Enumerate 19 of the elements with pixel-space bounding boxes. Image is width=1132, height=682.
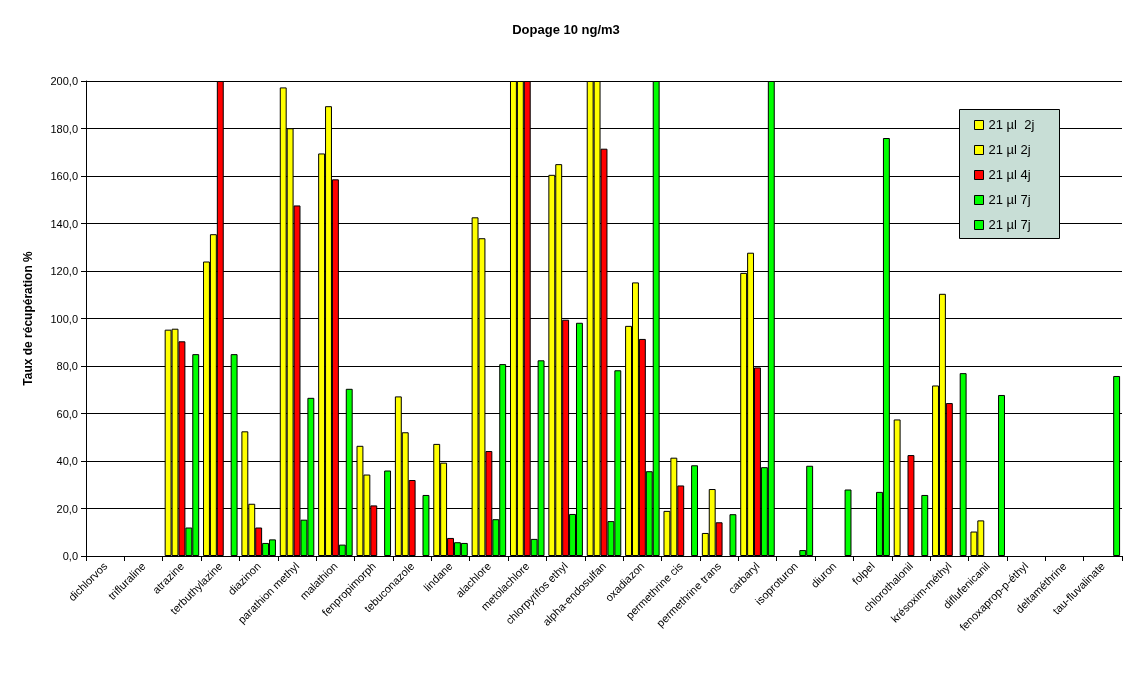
legend-label: 21 µl 7j (988, 191, 1031, 207)
legend-label: 21 µl 4j (988, 166, 1031, 182)
y-axis-title: Taux de récupération % (21, 250, 35, 386)
y-tick-label: 60,0 (56, 407, 78, 420)
y-tick-label: 120,0 (50, 265, 78, 277)
y-tick-label: 200,0 (50, 75, 78, 87)
y-tick-label: 180,0 (50, 122, 78, 135)
legend-label: 21 µl 7j (988, 216, 1031, 232)
legend-label: 21 µl 2j (988, 116, 1035, 132)
y-tick-label: 160,0 (50, 170, 78, 182)
y-tick-label: 80,0 (56, 360, 78, 372)
y-tick-label: 40,0 (56, 455, 78, 467)
chart-title: Dopage 10 ng/m3 (512, 22, 620, 37)
y-tick-label: 0,0 (62, 550, 78, 562)
y-tick-label: 20,0 (56, 502, 78, 515)
bar (729, 514, 737, 556)
legend-label: 21 µl 2j (988, 141, 1031, 157)
y-tick-label: 100,0 (50, 312, 78, 325)
y-tick-label: 140,0 (50, 217, 78, 230)
